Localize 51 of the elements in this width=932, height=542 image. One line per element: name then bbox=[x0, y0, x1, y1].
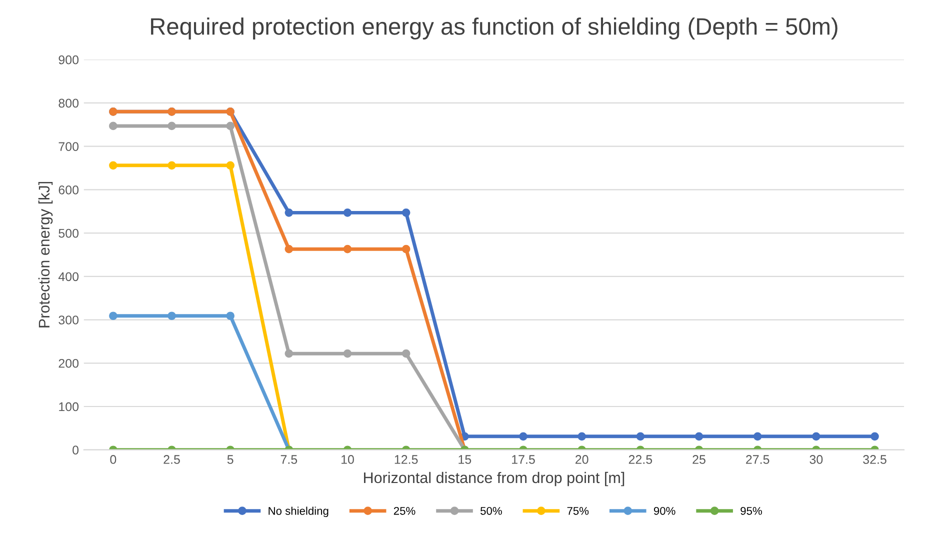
legend-label: 95% bbox=[740, 506, 762, 515]
point bbox=[226, 122, 235, 130]
y-tick-label: 100 bbox=[59, 402, 79, 412]
point bbox=[284, 349, 294, 358]
y-tick-label: 600 bbox=[58, 186, 79, 194]
legend-label: 25% bbox=[394, 506, 416, 515]
x-tick-label: 20 bbox=[576, 455, 588, 464]
legend-label: 90% bbox=[654, 506, 676, 515]
point bbox=[109, 312, 118, 320]
point bbox=[168, 312, 176, 320]
y-tick-label: 900 bbox=[58, 55, 79, 64]
x-tick-label: 25 bbox=[692, 455, 706, 464]
point bbox=[109, 161, 118, 170]
x-tick-label: 5 bbox=[227, 455, 234, 464]
x-tick-label: 27.5 bbox=[746, 455, 770, 464]
y-tick-label: 200 bbox=[58, 358, 79, 368]
point bbox=[402, 208, 410, 217]
legend-label: 50% bbox=[480, 506, 502, 515]
y-tick-label: 500 bbox=[58, 228, 79, 238]
x-axis-title: Horizontal distance from drop point [m] bbox=[364, 472, 624, 486]
point bbox=[402, 244, 410, 254]
y-tick-label: 400 bbox=[58, 272, 79, 282]
x-tick-label: 0 bbox=[110, 455, 116, 464]
point bbox=[284, 244, 294, 254]
point bbox=[402, 349, 410, 358]
legend-label: 75% bbox=[567, 507, 589, 515]
x-tick-label: 2.5 bbox=[164, 455, 180, 464]
y-tick-label: 300 bbox=[58, 316, 79, 324]
x-tick-label: 10 bbox=[342, 455, 354, 464]
point bbox=[226, 161, 235, 170]
point bbox=[168, 161, 176, 170]
y-tick-label: 800 bbox=[58, 98, 79, 108]
y-tick-label: 0 bbox=[72, 446, 79, 455]
x-tick-label: 15 bbox=[458, 455, 472, 464]
y-tick-label: 700 bbox=[58, 142, 79, 151]
point bbox=[109, 122, 118, 130]
legend-label: No shielding bbox=[268, 506, 328, 518]
x-tick-label: 30 bbox=[810, 455, 823, 464]
chart-title: Required protection energy as function of shielding (Depth = 50m) bbox=[151, 18, 838, 40]
point bbox=[343, 244, 352, 254]
point bbox=[226, 312, 235, 320]
x-tick-label: 7.5 bbox=[280, 455, 298, 464]
x-tick-label: 22.5 bbox=[628, 455, 652, 464]
y-axis-title: Protection energy [kJ] bbox=[38, 182, 53, 328]
point bbox=[284, 208, 294, 217]
x-tick-label: 17.5 bbox=[512, 455, 535, 464]
x-tick-label: 32.5 bbox=[863, 455, 886, 464]
point bbox=[343, 208, 352, 217]
x-tick-label: 12.5 bbox=[394, 455, 418, 464]
point bbox=[168, 122, 176, 130]
point bbox=[343, 349, 352, 358]
